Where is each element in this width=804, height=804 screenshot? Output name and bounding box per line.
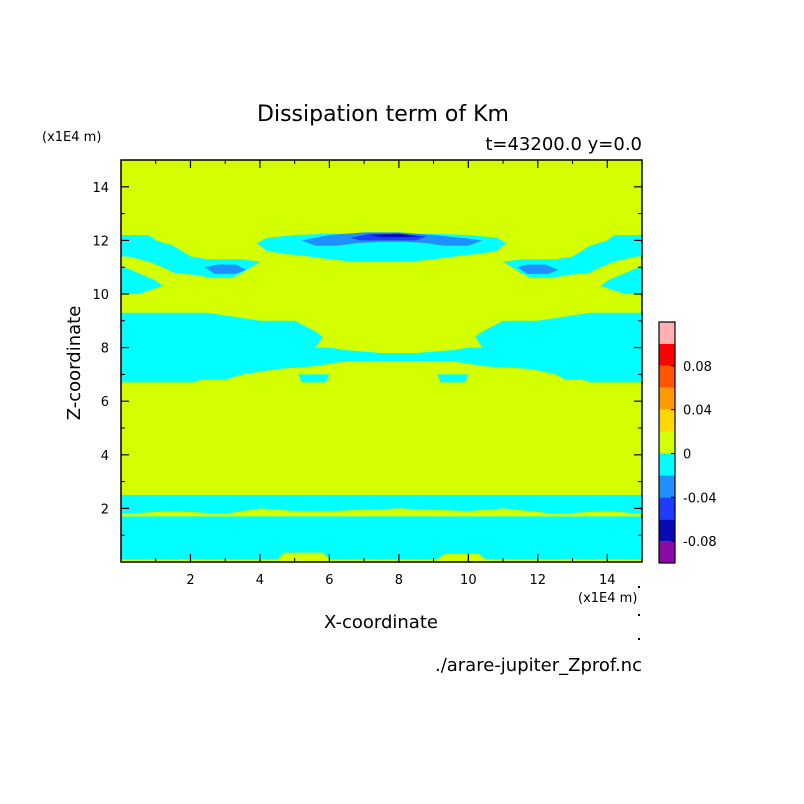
- y-tick-label: 2: [101, 502, 109, 517]
- tick-marker-dot: [638, 638, 640, 640]
- contour-region: [121, 267, 163, 294]
- x-tick-label: 12: [530, 573, 547, 588]
- plot-area: 2 4 6 8 10 12 14 2 4 6 8 10 12 14: [92, 159, 643, 588]
- x-axis-ticks: 2 4 6 8 10 12 14: [155, 160, 616, 588]
- colorbar-swatch: [659, 519, 675, 542]
- tick-marker-dot: [638, 614, 640, 616]
- contour-region: [121, 312, 642, 383]
- colorbar-swatch: [659, 431, 675, 454]
- y-tick-label: 14: [92, 181, 109, 196]
- colorbar-label: -0.08: [683, 535, 717, 550]
- colorbar-swatch: [659, 541, 675, 563]
- x-tick-label: 8: [395, 573, 403, 588]
- x-unit-label: (x1E4 m): [578, 591, 637, 606]
- colorbar-label: 0: [683, 447, 691, 462]
- colorbar-swatch: [659, 475, 675, 498]
- x-tick-label: 2: [186, 573, 194, 588]
- y-tick-label: 6: [101, 395, 109, 410]
- colorbar-label: 0.08: [683, 360, 712, 375]
- y-unit-label: (x1E4 m): [42, 130, 101, 145]
- colorbar-swatch: [659, 453, 675, 476]
- contour-region: [371, 233, 420, 238]
- colorbar-label: 0.04: [683, 404, 712, 419]
- colorbar-swatch: [659, 322, 675, 344]
- contour-region: [121, 495, 642, 514]
- y-tick-label: 10: [92, 288, 109, 303]
- y-tick-label: 8: [101, 342, 109, 357]
- colorbar-swatch: [659, 497, 675, 520]
- chart-title: Dissipation term of Km: [257, 102, 509, 127]
- x-tick-label: 10: [460, 573, 477, 588]
- colorbar-swatch: [659, 365, 675, 388]
- y-axis-title: Z-coordinate: [64, 306, 85, 421]
- y-tick-label: 12: [92, 234, 109, 249]
- plot-frame: [120, 159, 643, 563]
- x-tick-label: 4: [256, 573, 264, 588]
- contour-region: [517, 264, 559, 274]
- colorbar-label: -0.04: [683, 491, 717, 506]
- contour-region: [121, 516, 642, 560]
- colorbar-swatch: [659, 409, 675, 432]
- chart-subtitle: t=43200.0 y=0.0: [485, 134, 642, 155]
- colorbar-swatch: [659, 387, 675, 410]
- x-axis-title: X-coordinate: [324, 612, 438, 633]
- contour-fill-group: [121, 232, 642, 560]
- contour-region: [600, 267, 642, 294]
- tick-marker-dot: [638, 586, 640, 588]
- contour-region: [298, 374, 330, 383]
- y-axis-ticks: 2 4 6 8 10 12 14: [92, 181, 642, 536]
- colorbar: 0.08 0.04 0 -0.04 -0.08: [658, 321, 717, 564]
- contour-region: [437, 374, 469, 383]
- contour-region: [204, 264, 246, 274]
- x-tick-label: 6: [325, 573, 333, 588]
- colorbar-frame: [658, 321, 676, 564]
- filename-label: ./arare-jupiter_Zprof.nc: [435, 655, 642, 676]
- y-tick-label: 4: [101, 449, 109, 464]
- colorbar-swatch: [659, 343, 675, 366]
- x-tick-label: 14: [599, 573, 616, 588]
